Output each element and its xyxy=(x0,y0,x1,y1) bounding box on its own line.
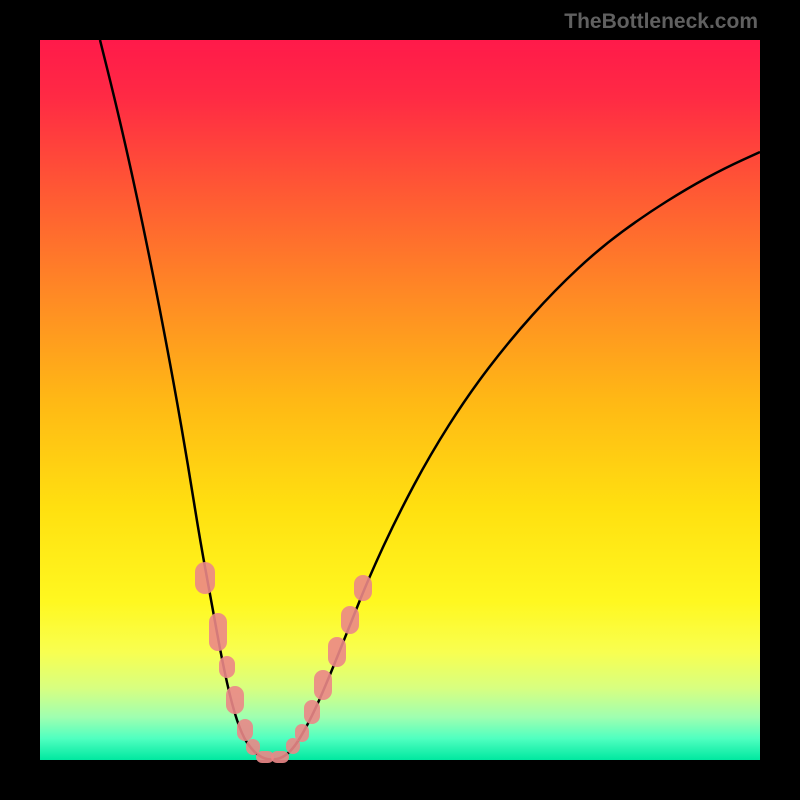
data-marker xyxy=(354,575,372,601)
data-marker xyxy=(295,724,309,742)
data-marker xyxy=(226,686,244,714)
data-marker xyxy=(219,656,235,678)
data-marker xyxy=(237,719,253,741)
data-marker xyxy=(341,606,359,634)
watermark-text: TheBottleneck.com xyxy=(564,10,758,34)
data-marker xyxy=(314,670,332,700)
bottleneck-curve xyxy=(40,40,760,760)
bottleneck-chart: TheBottleneck.com xyxy=(0,0,800,800)
data-marker xyxy=(209,613,227,651)
data-marker xyxy=(304,700,320,724)
data-marker xyxy=(328,637,346,667)
data-marker xyxy=(271,751,289,763)
plot-area xyxy=(40,40,760,760)
data-marker xyxy=(195,562,215,594)
